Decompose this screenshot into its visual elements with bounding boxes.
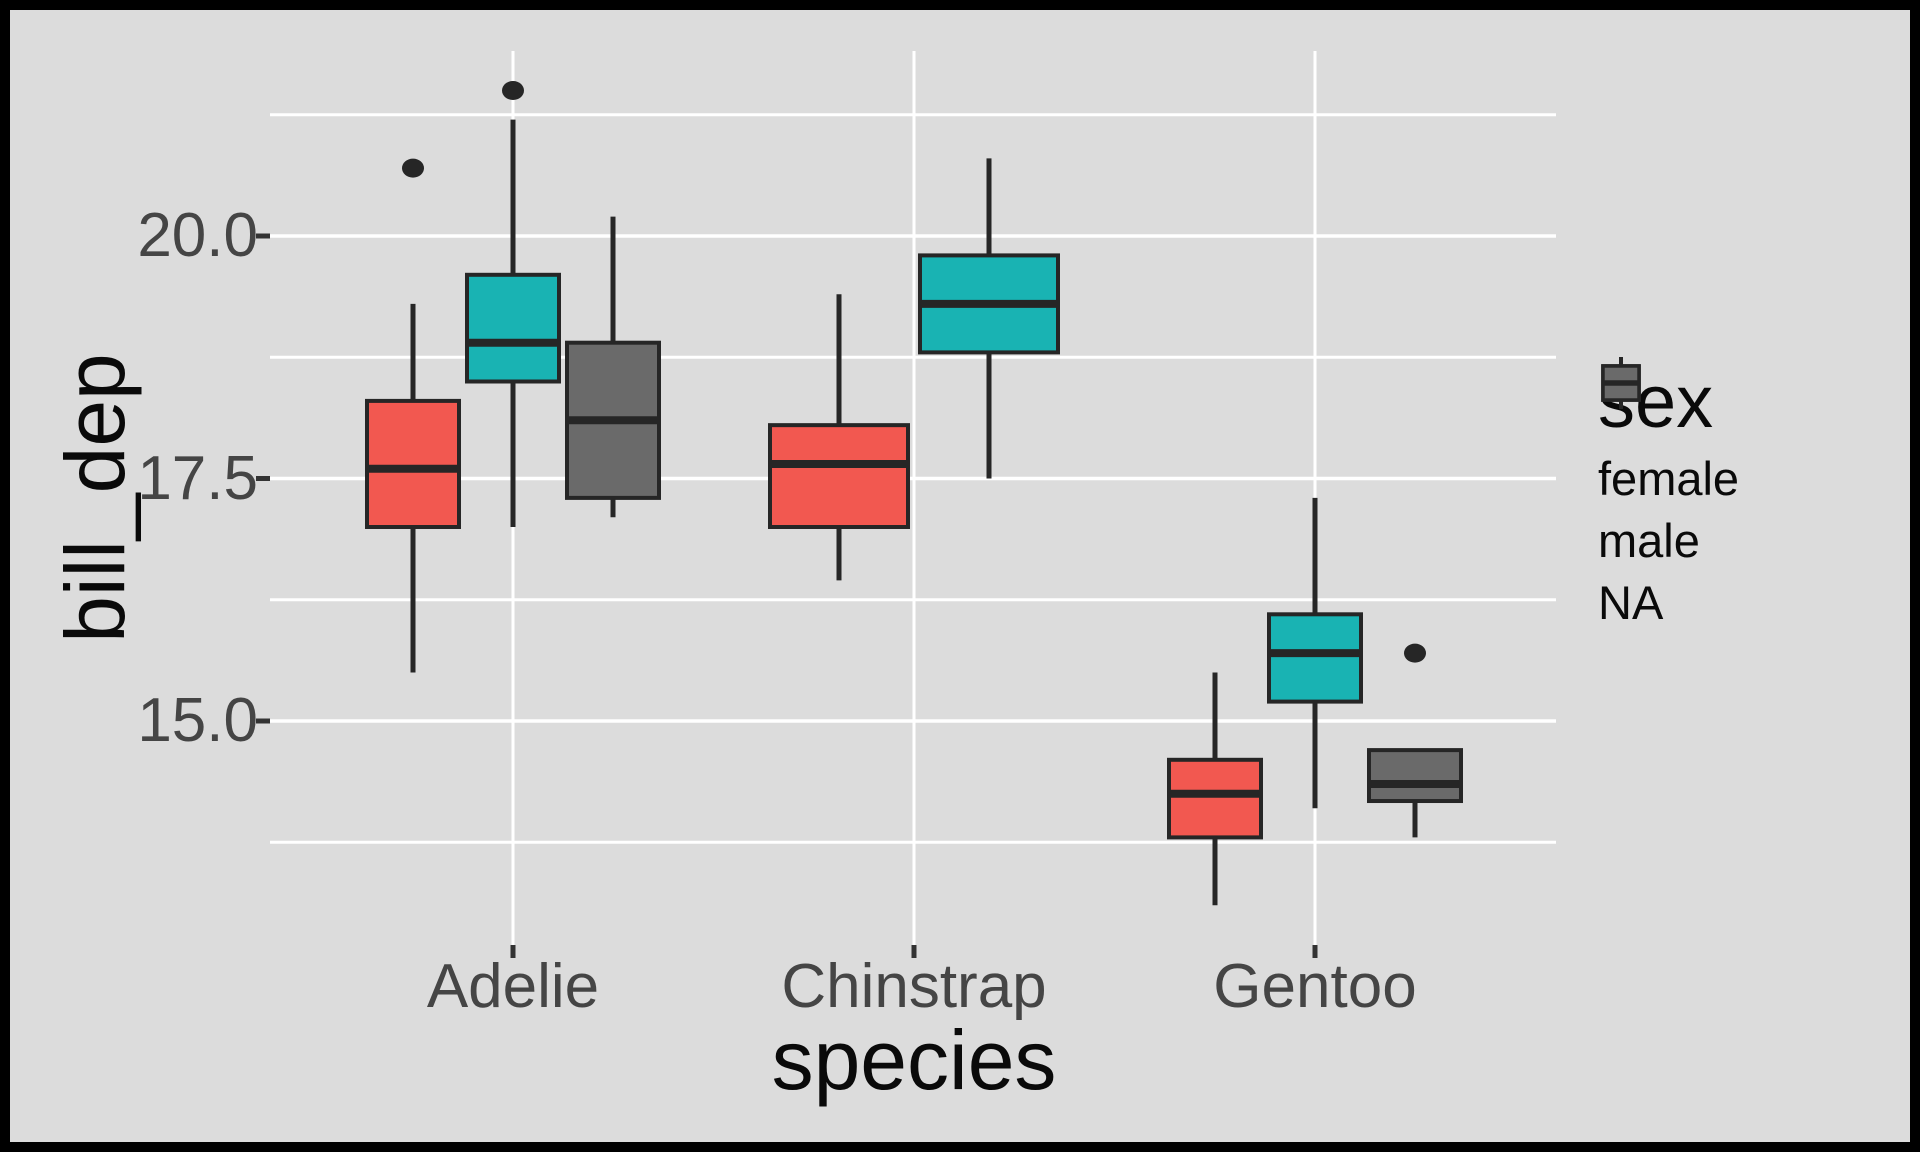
- box-male-adelie: [465, 272, 561, 384]
- legend-label: male: [1598, 514, 1700, 567]
- x-tick-label-adelie: Adelie: [426, 952, 600, 1021]
- box-female-adelie: [365, 398, 461, 529]
- legend-key-boxplot-icon: [1601, 357, 1641, 409]
- y-tick-label-17.5: 17.5: [137, 443, 258, 513]
- legend-entry-na: NA: [1598, 357, 1918, 634]
- y-tick-label-15.0: 15.0: [137, 686, 258, 755]
- legend-title: sex: [1598, 360, 1714, 443]
- box-na-gentoo-outlier: [1404, 643, 1426, 663]
- box-na-gentoo: [1367, 748, 1463, 804]
- box-male-adelie-outlier: [502, 81, 524, 100]
- box-female-adelie-outlier: [402, 158, 424, 178]
- x-axis-title: species: [771, 1013, 1057, 1107]
- legend-label: NA: [1598, 576, 1664, 629]
- legend-label: female: [1598, 452, 1740, 505]
- box-female-gentoo: [1167, 757, 1263, 840]
- box-male-gentoo: [1267, 612, 1363, 704]
- legend: sex female male NA: [1598, 356, 1918, 634]
- box-female-chinstrap: [768, 423, 910, 529]
- legend-entry-male: male: [1598, 357, 1918, 572]
- legend-entries: female male NA: [1598, 357, 1918, 634]
- x-tick-label-chinstrap: Chinstrap: [781, 952, 1047, 1021]
- x-tick-label-gentoo: Gentoo: [1213, 952, 1417, 1021]
- legend-entry-female: female: [1598, 357, 1918, 510]
- y-tick-label-20.0: 20.0: [137, 201, 258, 270]
